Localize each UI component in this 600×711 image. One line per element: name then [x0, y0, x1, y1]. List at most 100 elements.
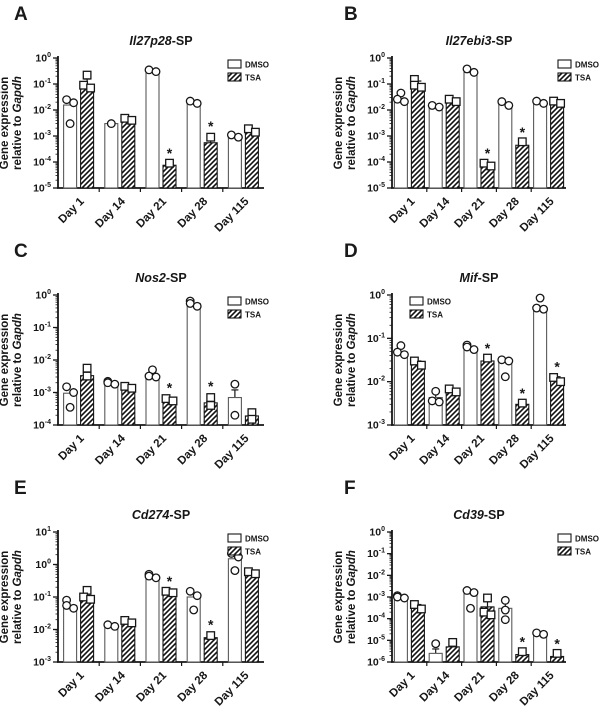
x-tick-label: Day 14 — [418, 432, 453, 467]
bar-tsa — [121, 119, 136, 189]
significance-star: * — [485, 340, 491, 356]
bar-dmso — [104, 123, 119, 189]
data-point-circle — [434, 397, 444, 407]
y-axis-label-line2: relative to Gapdh — [346, 76, 358, 170]
y-tick-label: 10-4 — [367, 613, 385, 626]
data-point-square — [168, 588, 178, 598]
y-axis-label-line1: Gene expression — [0, 314, 11, 407]
x-tick-label: Day 14 — [93, 195, 128, 230]
y-axis-label-line2: relative to Gapdh — [346, 313, 358, 407]
legend-label: DMSO — [245, 535, 269, 544]
chart-cd39: Cd39-SP Gene expression relative to Gapdh 1… — [333, 508, 599, 708]
data-point-square — [250, 569, 260, 579]
x-tick-label: Day 28 — [487, 669, 522, 704]
data-point-circle — [185, 586, 195, 596]
bar-tsa — [410, 607, 425, 663]
data-point-square — [483, 353, 492, 363]
bar-tsa — [410, 84, 425, 189]
panel-f: F Cd39-SP Gene expression relative to Gapd… — [300, 474, 600, 711]
y-tick-label: 10-3 — [33, 387, 51, 400]
y-tick-label: 10-1 — [33, 591, 51, 604]
bar-tsa — [550, 379, 565, 426]
data-point-circle — [500, 615, 510, 625]
y-tick-label: 100 — [35, 559, 51, 572]
panel-letter-b: B — [344, 4, 358, 25]
panel-e: E Cd274-SP Gene expression relative to Gap… — [0, 474, 300, 711]
data-point-circle — [535, 293, 545, 303]
x-tick-label: Day 1 — [57, 195, 88, 226]
x-tick-label: Day 28 — [487, 432, 522, 467]
data-point-square — [486, 161, 496, 171]
significance-star: * — [208, 118, 214, 134]
data-point-circle — [192, 591, 202, 601]
significance-star: * — [485, 145, 491, 161]
data-point-circle — [151, 67, 161, 77]
panel-a: A Il27p28-SP Gene expression relative to G… — [0, 0, 300, 237]
data-point-square — [483, 593, 492, 603]
data-point-square — [82, 70, 92, 80]
y-axis-label-line2: relative to Gapdh — [346, 550, 358, 644]
y-tick-label: 100 — [369, 52, 385, 65]
x-tick-label: Day 115 — [518, 669, 557, 708]
bar-tsa — [445, 646, 460, 663]
x-tick-label: Day 1 — [387, 195, 418, 226]
bar-dmso — [393, 100, 408, 189]
chart-title: Cd39-SP — [453, 508, 504, 522]
data-point-circle — [192, 98, 202, 108]
y-tick-label: 10-5 — [33, 182, 51, 195]
legend-swatch-dmso — [227, 59, 242, 69]
bar-dmso — [227, 136, 242, 189]
bar-dmso — [104, 382, 119, 426]
bar-dmso — [498, 361, 513, 426]
data-point-square — [82, 371, 92, 381]
y-tick-label: 10-1 — [33, 78, 51, 91]
bar-dmso — [145, 71, 160, 189]
legend-label: TSA — [575, 74, 591, 83]
data-point-square — [206, 400, 216, 410]
data-point-circle — [539, 98, 549, 108]
x-tick-label: Day 21 — [452, 432, 487, 467]
y-tick-label: 10-4 — [33, 419, 51, 432]
bar-dmso — [393, 596, 408, 663]
bar-dmso — [186, 302, 201, 426]
significance-star: * — [167, 380, 173, 396]
bar-tsa — [550, 102, 565, 189]
bar-dmso — [145, 377, 160, 426]
y-tick-label: 100 — [369, 526, 385, 539]
y-axis-label-line1: Gene expression — [333, 314, 345, 407]
data-point-circle — [532, 303, 542, 313]
legend-swatch-tsa — [227, 309, 242, 319]
x-tick-label: Day 28 — [176, 669, 211, 704]
y-tick-label: 10-4 — [33, 156, 51, 169]
data-point-circle — [500, 595, 510, 605]
data-point-circle — [103, 620, 113, 630]
data-point-circle — [399, 593, 409, 603]
y-axis-label-line2: relative to Gapdh — [12, 313, 24, 407]
x-tick-label: Day 14 — [418, 669, 453, 704]
significance-star: * — [520, 385, 526, 401]
data-point-circle — [532, 628, 542, 638]
data-point-circle — [65, 119, 75, 129]
bar-tsa — [203, 142, 218, 189]
x-tick-label: Day 21 — [134, 195, 169, 230]
panel-letter-c: C — [14, 241, 28, 262]
data-point-circle — [396, 341, 406, 351]
legend-label: DMSO — [427, 298, 451, 307]
legend-label: DMSO — [245, 298, 269, 307]
y-axis-label-line1: Gene expression — [0, 551, 11, 644]
y-tick-label: 10-1 — [367, 548, 385, 561]
bar-tsa — [162, 592, 177, 663]
legend-label: TSA — [575, 548, 591, 557]
chart-title: Cd274-SP — [132, 508, 190, 522]
x-tick-label: Day 28 — [176, 432, 211, 467]
bar-dmso — [186, 102, 201, 189]
y-tick-label: 10-3 — [33, 656, 51, 669]
data-point-circle — [504, 100, 514, 110]
data-point-circle — [427, 396, 437, 406]
x-tick-label: Day 14 — [93, 432, 128, 467]
x-tick-label: Day 115 — [213, 432, 252, 471]
data-point-square — [556, 377, 566, 387]
bar-dmso — [533, 307, 548, 426]
data-point-circle — [103, 378, 113, 388]
